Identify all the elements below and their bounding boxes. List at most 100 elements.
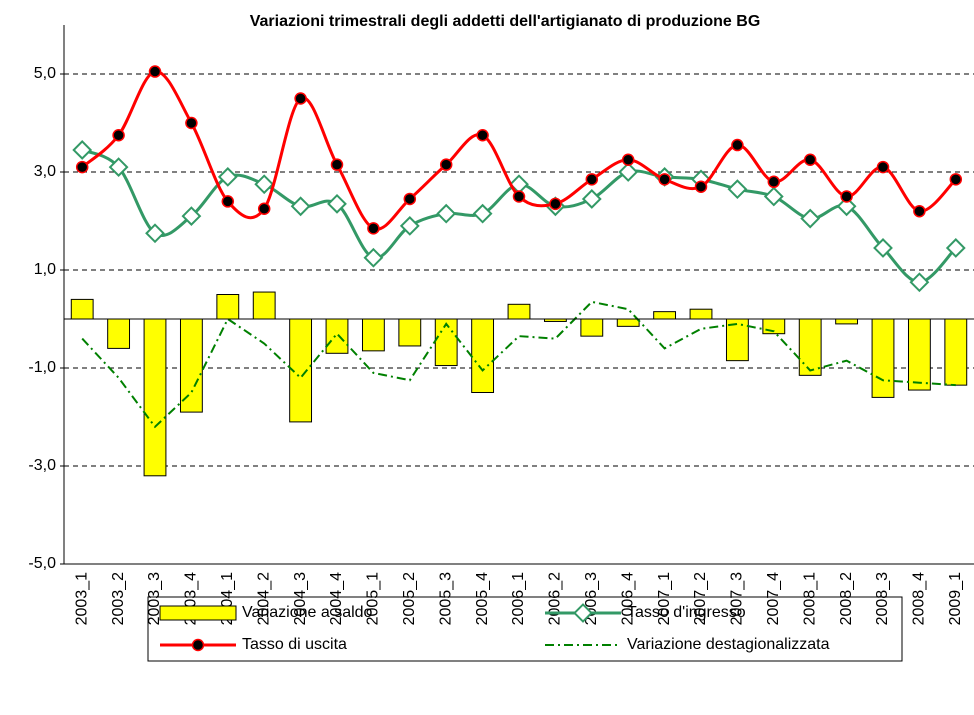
- marker: [876, 160, 890, 174]
- bar: [325, 318, 349, 354]
- marker: [581, 189, 602, 209]
- marker: [949, 173, 963, 186]
- x-tick-label: 2008_3: [874, 572, 891, 625]
- marker: [363, 247, 384, 268]
- x-tick-label: 2003_3: [146, 572, 163, 625]
- bar: [434, 318, 458, 367]
- marker: [181, 206, 202, 226]
- bar: [689, 308, 713, 320]
- legend-label: Variazione a saldo: [242, 604, 373, 621]
- bar: [507, 303, 531, 320]
- marker: [108, 157, 129, 177]
- bar: [653, 311, 677, 320]
- bar: [107, 318, 131, 349]
- x-tick-label: 2008_1: [801, 572, 818, 625]
- x-tick-label: 2006_4: [619, 572, 636, 625]
- x-tick-label: 2007_3: [729, 572, 746, 625]
- marker: [112, 129, 125, 142]
- x-tick-label: 2007_1: [656, 572, 673, 625]
- bar: [798, 318, 822, 376]
- marker: [472, 203, 493, 224]
- bar: [471, 318, 495, 393]
- marker: [840, 190, 853, 203]
- legend-label: Tasso d'ingresso: [627, 604, 746, 621]
- marker: [436, 203, 457, 224]
- bar: [252, 291, 276, 320]
- legend-label: Variazione destagionalizzata: [627, 636, 830, 653]
- x-tick-label: 2004_3: [292, 572, 309, 625]
- x-tick-label: 2005_4: [474, 572, 491, 625]
- marker: [294, 92, 307, 105]
- legend-swatch: [159, 605, 237, 621]
- marker: [403, 192, 417, 206]
- line: [81, 300, 956, 429]
- marker: [763, 186, 784, 207]
- marker: [694, 180, 708, 193]
- line: [81, 70, 957, 231]
- marker: [909, 272, 930, 293]
- x-tick-label: 2007_4: [765, 572, 782, 625]
- x-tick-label: 2005_2: [401, 572, 418, 625]
- x-tick-label: 2004_2: [255, 572, 272, 625]
- marker: [800, 208, 821, 229]
- marker: [803, 153, 817, 166]
- bar: [361, 318, 385, 352]
- legend-label: Tasso di uscita: [242, 636, 347, 653]
- marker: [621, 153, 635, 166]
- y-tick-label: -5,0: [28, 555, 56, 572]
- x-tick-label: 2008_2: [838, 572, 855, 625]
- marker: [185, 116, 198, 130]
- marker: [148, 65, 162, 78]
- marker: [945, 238, 966, 258]
- legend-box: [147, 596, 903, 662]
- x-tick-label: 2005_1: [365, 572, 382, 625]
- legend-marker: [573, 603, 593, 623]
- x-tick-label: 2004_4: [328, 572, 345, 625]
- marker: [658, 173, 671, 186]
- bar: [616, 318, 640, 327]
- marker: [731, 138, 744, 152]
- marker: [512, 190, 526, 203]
- bar: [216, 294, 240, 320]
- y-tick-label: 1,0: [34, 261, 56, 278]
- x-tick-label: 2006_2: [547, 572, 564, 625]
- bar: [179, 318, 203, 413]
- marker: [873, 238, 893, 258]
- x-tick-label: 2007_2: [692, 572, 709, 625]
- marker: [257, 202, 271, 215]
- marker: [327, 193, 347, 214]
- x-tick-label: 2005_3: [437, 572, 454, 625]
- marker: [221, 195, 235, 208]
- marker: [75, 160, 89, 174]
- marker: [836, 196, 857, 217]
- bar: [143, 318, 167, 477]
- legend-marker: [191, 638, 205, 652]
- bar: [907, 318, 931, 391]
- chart-title: Variazioni trimestrali degli addetti del…: [250, 13, 761, 30]
- marker: [217, 167, 238, 187]
- x-tick-label: 2003_2: [110, 572, 127, 625]
- bar: [835, 318, 859, 325]
- marker: [399, 216, 420, 236]
- x-tick-label: 2009_1: [947, 572, 964, 625]
- x-tick-label: 2006_1: [510, 572, 527, 625]
- y-tick-label: 5,0: [34, 65, 56, 82]
- marker: [913, 204, 926, 218]
- bar: [398, 318, 422, 347]
- bar: [70, 298, 94, 320]
- marker: [727, 179, 748, 200]
- marker: [72, 140, 93, 160]
- y-tick-label: -1,0: [28, 359, 56, 376]
- bar: [944, 318, 968, 386]
- marker: [367, 222, 380, 235]
- marker: [145, 223, 165, 244]
- marker: [767, 175, 781, 189]
- marker: [290, 196, 311, 217]
- marker: [549, 197, 562, 211]
- y-tick-label: 3,0: [34, 163, 56, 180]
- marker: [585, 173, 599, 186]
- marker: [439, 158, 453, 171]
- marker: [476, 129, 489, 142]
- bar: [871, 318, 895, 398]
